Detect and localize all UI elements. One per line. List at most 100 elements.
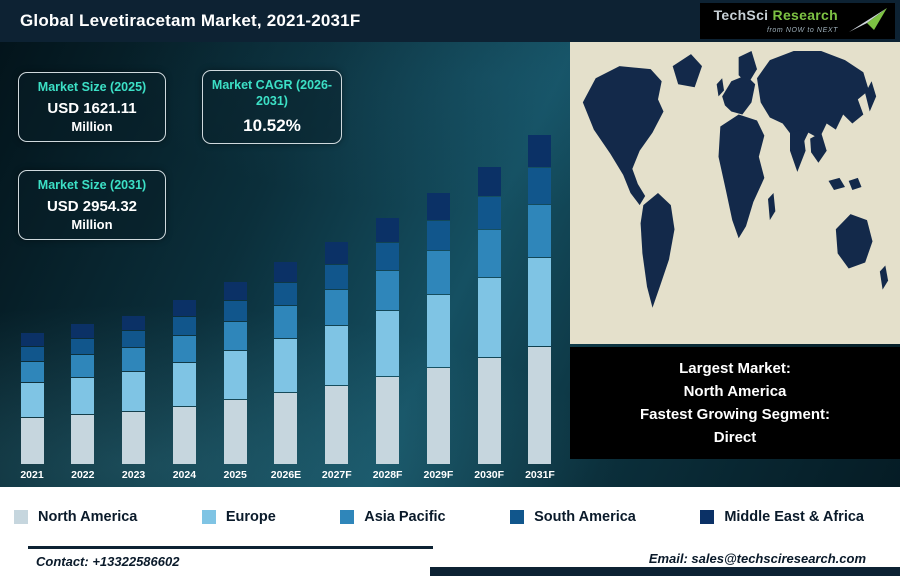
- main-area: Market Size (2025) USD 1621.11 Million M…: [0, 42, 900, 487]
- stacked-bar: [325, 242, 349, 464]
- logo-arrow-icon: [849, 8, 887, 32]
- bar-column: 2021: [10, 333, 54, 481]
- bar-segment-south-america: [528, 168, 552, 204]
- bar-segment-south-america: [71, 339, 95, 354]
- bar-segment-europe: [172, 363, 196, 406]
- bar-segment-middle-east-africa: [274, 262, 298, 282]
- map-land: [582, 51, 889, 308]
- bar-segment-south-america: [426, 221, 450, 250]
- bar-segment-europe: [274, 339, 298, 392]
- bar-segment-north-america: [172, 407, 196, 464]
- bar-segment-north-america: [528, 347, 552, 464]
- footer-contact: Contact: +13322586602: [36, 554, 180, 569]
- x-axis-label: 2021: [20, 469, 44, 481]
- bar-segment-asia-pacific: [71, 355, 95, 377]
- x-axis-label: 2022: [71, 469, 95, 481]
- stacked-bar: [122, 316, 146, 464]
- stacked-bar: [376, 218, 400, 464]
- x-axis-label: 2025: [223, 469, 247, 481]
- legend-swatch: [510, 509, 525, 524]
- bar-segment-south-america: [274, 283, 298, 305]
- bar-segment-north-america: [274, 393, 298, 464]
- largest-market-box: Largest Market: North America Fastest Gr…: [570, 347, 900, 459]
- bar-segment-asia-pacific: [426, 251, 450, 294]
- bar-segment-middle-east-africa: [122, 316, 146, 330]
- world-map-panel: [570, 42, 900, 344]
- footer-accent-bar: [430, 567, 900, 576]
- bar-segment-asia-pacific: [325, 290, 349, 325]
- stat-value: USD 2954.32: [46, 197, 138, 215]
- bar-segment-europe: [71, 378, 95, 414]
- bar-column: 2024: [162, 300, 206, 481]
- page-title: Global Levetiracetam Market, 2021-2031F: [20, 11, 361, 30]
- bar-segment-asia-pacific: [274, 306, 298, 338]
- highlight-line: Fastest Growing Segment:: [639, 406, 831, 423]
- bar-column: 2030F: [467, 167, 511, 481]
- bar-segment-middle-east-africa: [223, 282, 247, 300]
- x-axis-label: 2026E: [270, 469, 302, 481]
- bar-segment-asia-pacific: [172, 336, 196, 362]
- bar-segment-asia-pacific: [376, 271, 400, 310]
- techsci-logo: TechSci Research from NOW to NEXT: [699, 3, 895, 39]
- logo-tagline: from NOW to NEXT: [766, 27, 838, 34]
- legend-item: South America: [510, 509, 636, 525]
- footer-accent-line: [28, 546, 433, 549]
- bar-column: 2025: [213, 282, 257, 481]
- bar-segment-europe: [528, 258, 552, 346]
- bar-segment-asia-pacific: [477, 230, 501, 277]
- x-axis-label: 2031F: [525, 469, 555, 481]
- highlight-line: Direct: [713, 429, 757, 447]
- bar-segment-asia-pacific: [223, 322, 247, 350]
- bar-segment-europe: [325, 326, 349, 385]
- bar-segment-europe: [20, 383, 44, 417]
- logo-brand: TechSci Research: [713, 7, 838, 23]
- highlight-line: Largest Market:: [679, 359, 791, 377]
- header: Global Levetiracetam Market, 2021-2031F …: [0, 0, 900, 42]
- logo-text: TechSci Research from NOW to NEXT: [714, 8, 838, 34]
- bar-segment-middle-east-africa: [477, 167, 501, 196]
- x-axis-label: 2023: [121, 469, 146, 481]
- bar-column: 2027F: [315, 242, 359, 481]
- stacked-bar: [528, 135, 552, 464]
- stat-label: Market Size (2031): [37, 178, 147, 192]
- bar-column: 2026E: [264, 262, 308, 481]
- bar-segment-north-america: [122, 412, 146, 464]
- x-axis-label: 2027F: [321, 469, 352, 481]
- legend-swatch: [340, 509, 355, 524]
- bar-segment-middle-east-africa: [71, 324, 95, 338]
- bar-segment-south-america: [325, 265, 349, 289]
- x-axis-label: 2029F: [423, 469, 454, 481]
- bar-segment-north-america: [71, 415, 95, 464]
- bar-segment-asia-pacific: [528, 205, 552, 257]
- bar-segment-south-america: [376, 243, 400, 270]
- stacked-bar: [223, 282, 247, 464]
- bar-segment-middle-east-africa: [20, 333, 44, 346]
- legend-label: Asia Pacific: [364, 508, 446, 525]
- highlight-line: North America: [683, 382, 787, 400]
- bar-segment-north-america: [223, 400, 247, 464]
- bar-column: 2022: [61, 324, 105, 481]
- x-axis-label: 2028F: [372, 469, 403, 481]
- bar-segment-south-america: [122, 331, 146, 347]
- legend-item: Europe: [201, 509, 276, 525]
- bar-segment-europe: [122, 372, 146, 411]
- legend-item: Middle East & Africa: [700, 509, 864, 525]
- stacked-bar: [274, 262, 298, 464]
- market-size-2031-box: Market Size (2031) USD 2954.32 Million: [18, 170, 166, 240]
- legend-swatch: [14, 509, 28, 524]
- footer: Contact: +13322586602 Email: sales@techs…: [0, 546, 900, 576]
- stat-unit: Million: [71, 216, 113, 232]
- bar-segment-asia-pacific: [122, 348, 146, 371]
- x-axis-label: 2024: [172, 469, 197, 481]
- legend-label: North America: [38, 508, 138, 525]
- stat-value: 10.52%: [243, 116, 301, 136]
- bar-segment-south-america: [172, 317, 196, 335]
- legend-swatch: [201, 509, 216, 524]
- bar-segment-north-america: [426, 368, 450, 464]
- bar-segment-south-america: [20, 347, 44, 361]
- legend-item: North America: [14, 509, 137, 525]
- footer-email: Email: sales@techsciresearch.com: [648, 551, 866, 566]
- bar-segment-europe: [477, 278, 501, 357]
- bar-segment-middle-east-africa: [172, 300, 196, 316]
